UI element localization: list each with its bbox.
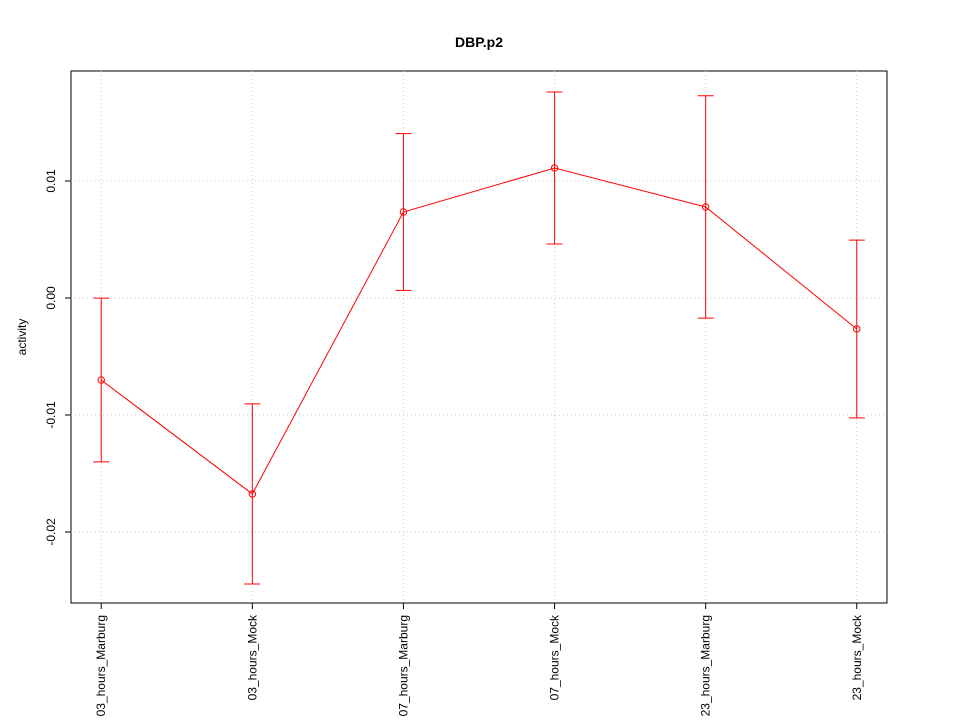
y-tick-label: 0.01 (44, 169, 58, 193)
data-line (100, 167, 858, 495)
point (248, 490, 257, 498)
point (853, 325, 861, 333)
y-tick-label: 0.00 (44, 286, 58, 310)
point (97, 376, 105, 384)
plot-frame (70, 70, 888, 604)
y-tick-label: -0.02 (44, 518, 58, 546)
y-axis-label: activity (15, 319, 29, 356)
chart-title: DBP.p2 (455, 34, 503, 50)
x-tick-label: 03_hours_Mock (245, 614, 259, 700)
point (550, 164, 559, 172)
x-tick-label: 07_hours_Mock (548, 614, 562, 700)
y-tick-label: -0.01 (44, 401, 58, 429)
point (399, 208, 408, 216)
x-tick-label: 07_hours_Marburg (396, 615, 410, 716)
x-tick-label: 23_hours_Marburg (699, 615, 713, 716)
x-tick-label: 23_hours_Mock (850, 614, 864, 700)
point (701, 203, 710, 211)
x-tick-label: 03_hours_Marburg (94, 615, 108, 716)
